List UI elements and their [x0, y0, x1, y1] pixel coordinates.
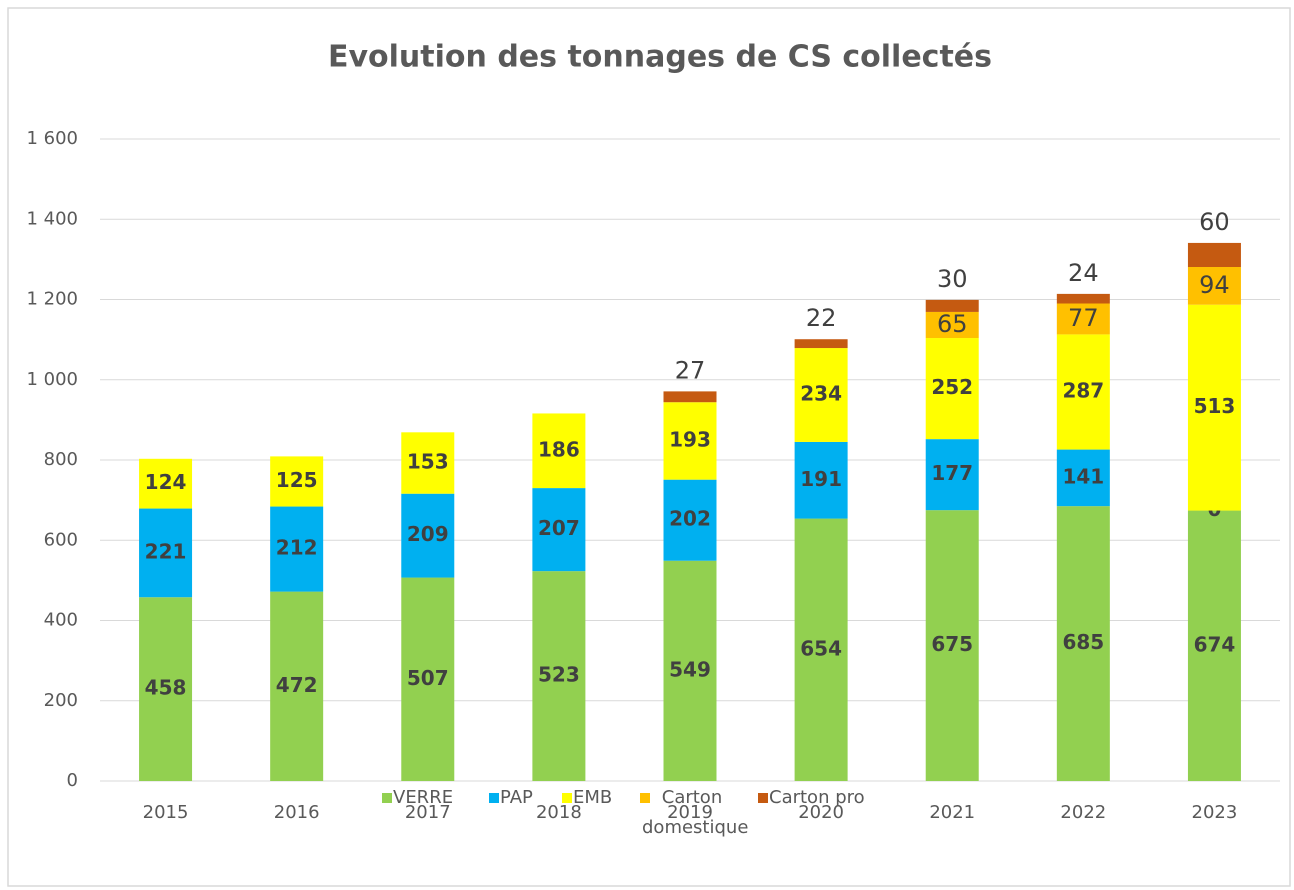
data-label: 77 — [1068, 304, 1099, 332]
y-tick-label: 1 600 — [26, 128, 78, 149]
y-tick-label: 1 200 — [26, 289, 78, 310]
x-tick-label: 2018 — [536, 802, 582, 823]
data-label: 191 — [800, 467, 842, 491]
data-label: 65 — [937, 310, 968, 338]
bar-segment — [925, 439, 979, 511]
x-tick-label: 2015 — [143, 802, 189, 823]
data-label: 513 — [1194, 394, 1236, 418]
legend-swatch — [562, 793, 572, 803]
data-label: 207 — [538, 516, 580, 540]
data-label: 458 — [145, 676, 187, 700]
data-label: 675 — [931, 632, 973, 656]
bar-segment — [1056, 334, 1110, 450]
bar-segment — [532, 488, 586, 572]
y-tick-label: 0 — [67, 770, 78, 791]
bar-segment — [663, 560, 717, 781]
x-tick-label: 2016 — [274, 802, 320, 823]
bar-segment — [270, 591, 324, 781]
legend-swatch — [489, 793, 499, 803]
data-label: 124 — [145, 470, 187, 494]
data-label: 685 — [1062, 630, 1104, 654]
x-tick-label: 2023 — [1192, 802, 1238, 823]
data-label: 30 — [937, 265, 968, 293]
legend-label: Carton domestique — [642, 787, 749, 838]
bar-segment — [794, 348, 848, 442]
bar-segment — [139, 597, 193, 781]
data-label: 153 — [407, 450, 449, 474]
legend-label: VERRE — [393, 787, 454, 808]
bar-segment — [1056, 303, 1110, 335]
data-label: 22 — [806, 304, 837, 332]
data-label: 221 — [145, 539, 187, 563]
bar-segment — [532, 413, 586, 489]
bar-segment — [270, 506, 324, 592]
bar-segment — [794, 339, 848, 349]
y-tick-label: 1 400 — [26, 208, 78, 229]
chart-title: Evolution des tonnages de CS collectés — [328, 40, 992, 75]
data-label: 674 — [1194, 632, 1236, 656]
data-label: 202 — [669, 507, 711, 531]
data-label: 141 — [1062, 464, 1104, 488]
bar-segment — [1187, 266, 1241, 305]
y-tick-label: 800 — [44, 449, 78, 470]
data-label: 472 — [276, 673, 318, 697]
bar-segment — [1187, 242, 1241, 267]
data-label: 177 — [931, 461, 973, 485]
bar-segment — [1187, 304, 1241, 511]
bar-segment — [794, 441, 848, 519]
bar-segment — [663, 402, 717, 480]
bar-segment — [925, 510, 979, 781]
data-label: 212 — [276, 536, 318, 560]
legend-swatch — [382, 793, 392, 803]
bar-segment — [1187, 510, 1241, 781]
legend-swatch — [758, 793, 768, 803]
bar-segment — [1056, 449, 1110, 507]
data-label: 125 — [276, 468, 318, 492]
x-tick-label: 2017 — [405, 802, 451, 823]
bar-segment — [925, 338, 979, 440]
bar-segment — [139, 508, 193, 598]
bar-segment — [663, 391, 717, 403]
bar-segment — [270, 456, 324, 507]
bar-segment — [1056, 293, 1110, 304]
data-label: 60 — [1199, 208, 1230, 236]
data-label: 654 — [800, 636, 842, 660]
x-tick-label: 2022 — [1060, 802, 1106, 823]
data-label: 94 — [1199, 271, 1230, 299]
y-tick-label: 600 — [44, 529, 78, 550]
legend-swatch — [640, 793, 650, 803]
data-label: 549 — [669, 657, 711, 681]
data-label: 24 — [1068, 259, 1099, 287]
bar-segment — [1056, 506, 1110, 781]
data-label: 193 — [669, 427, 711, 451]
y-tick-label: 400 — [44, 610, 78, 631]
legend-label: PAP — [500, 787, 533, 808]
legend-label: EMB — [573, 787, 613, 808]
bar-segment — [139, 458, 193, 509]
bar-segment — [663, 479, 717, 561]
x-tick-label: 2020 — [798, 802, 844, 823]
x-tick-label: 2019 — [667, 802, 713, 823]
data-label: 209 — [407, 522, 449, 546]
y-tick-label: 200 — [44, 690, 78, 711]
data-label: 252 — [931, 375, 973, 399]
data-label: 523 — [538, 663, 580, 687]
x-tick-label: 2021 — [929, 802, 975, 823]
bar-segment — [925, 311, 979, 339]
y-tick-label: 1 000 — [26, 369, 78, 390]
data-label: 507 — [407, 666, 449, 690]
legend-label: Carton pro — [769, 787, 865, 808]
data-label: 186 — [538, 437, 580, 461]
data-label: 287 — [1062, 378, 1104, 402]
bar-segment — [401, 432, 455, 494]
data-label: 27 — [675, 356, 706, 384]
bar-segment — [532, 571, 586, 781]
data-label: 234 — [800, 381, 842, 405]
bar-segment — [401, 577, 455, 781]
bar-segment — [794, 518, 848, 781]
bar-segment — [925, 299, 979, 312]
bar-segment — [401, 493, 455, 578]
